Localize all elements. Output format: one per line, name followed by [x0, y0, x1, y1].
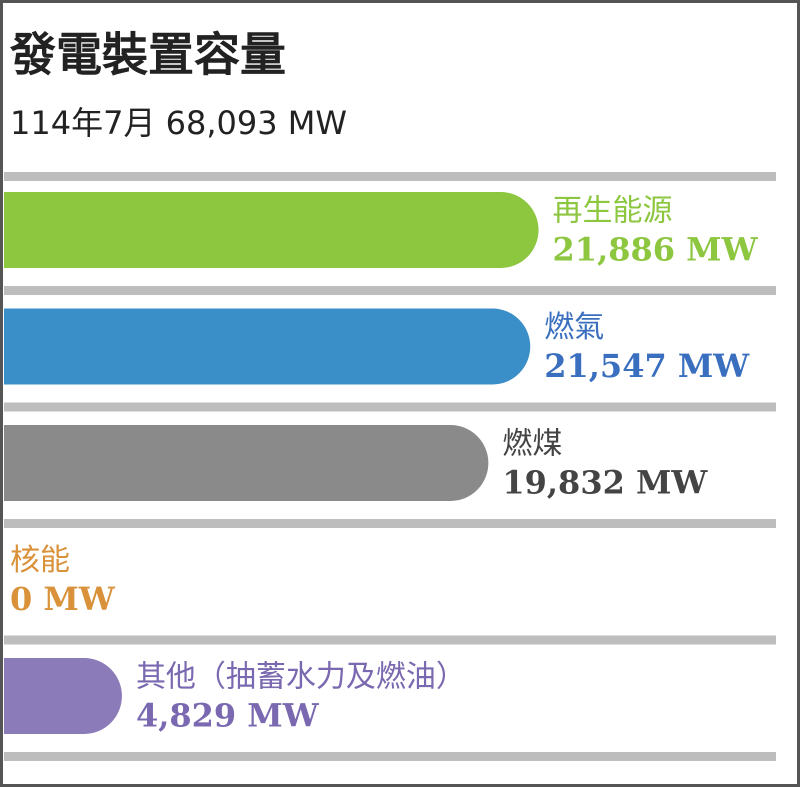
value-label: 21,547 MW [544, 347, 750, 385]
bar [4, 658, 122, 734]
separator [4, 635, 776, 645]
separator [4, 519, 776, 528]
separator [4, 172, 776, 181]
separator [4, 752, 776, 761]
category-label: 燃氣 [544, 310, 604, 345]
category-label: 燃煤 [502, 427, 562, 462]
category-label: 核能 [10, 543, 70, 578]
separator [4, 286, 776, 295]
value-label: 4,829 MW [136, 697, 320, 735]
separator [4, 402, 776, 412]
value-label: 19,832 MW [502, 464, 708, 502]
category-label: 再生能源 [553, 194, 673, 229]
bar [4, 308, 531, 385]
chart-subtitle: 114年7月 68,093 MW [10, 104, 347, 142]
value-label: 0 MW [10, 580, 116, 618]
bar [4, 192, 539, 268]
chart-title: 發電裝置容量 [9, 28, 286, 82]
bar [4, 425, 489, 501]
value-label: 21,886 MW [553, 231, 759, 269]
category-label: 其他（抽蓄水力及燃油） [136, 660, 466, 695]
